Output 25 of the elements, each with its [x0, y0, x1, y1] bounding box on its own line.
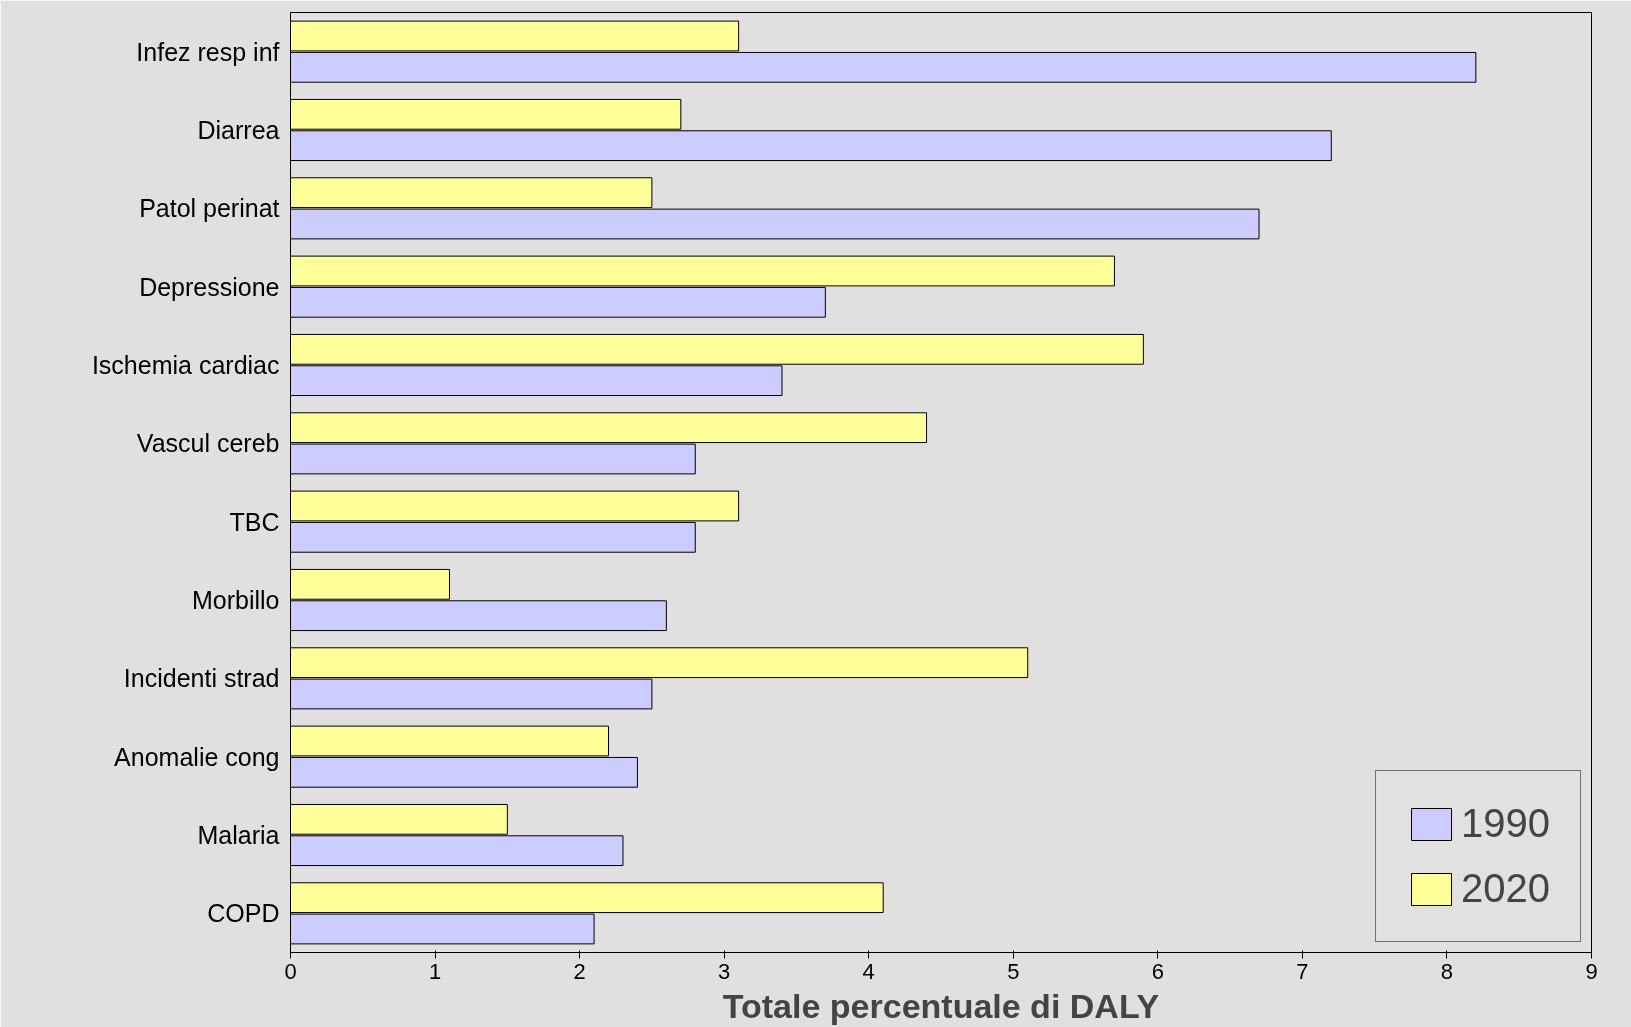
x-tick-label: 8 [1440, 958, 1454, 984]
x-tick-label: 9 [1585, 958, 1598, 984]
x-tick-label: 1 [428, 958, 442, 984]
x-tick-label: 2 [573, 958, 586, 984]
y-tick-label: Morbillo [191, 586, 280, 614]
y-tick-label: Ischemia cardiac [91, 351, 280, 379]
legend-label: 2020 [1461, 866, 1550, 911]
legend-label: 1990 [1461, 801, 1550, 846]
y-tick-label: Diarrea [197, 116, 280, 144]
y-tick-label: Vascul cereb [136, 429, 280, 458]
y-tick-label: Patol perinat [139, 194, 280, 223]
x-tick-label: 3 [718, 958, 731, 984]
y-tick-label: Infez resp inf [136, 37, 280, 66]
y-tick-label: Depressione [139, 272, 280, 301]
y-tick-label: Anomalie cong [114, 742, 280, 771]
x-tick-label: 0 [284, 958, 297, 984]
y-tick-label: Incidenti strad [123, 664, 280, 693]
x-tick-label: 7 [1296, 958, 1309, 984]
y-tick-label: Malaria [197, 821, 280, 849]
y-tick-label: TBC [229, 507, 280, 536]
x-tick-label: 5 [1007, 958, 1020, 984]
x-tick-label: 4 [862, 958, 875, 984]
x-axis-title: Totale percentuale di DALY [722, 986, 1160, 1025]
x-tick-label: 6 [1151, 958, 1164, 984]
y-tick-label: COPD [207, 899, 280, 928]
